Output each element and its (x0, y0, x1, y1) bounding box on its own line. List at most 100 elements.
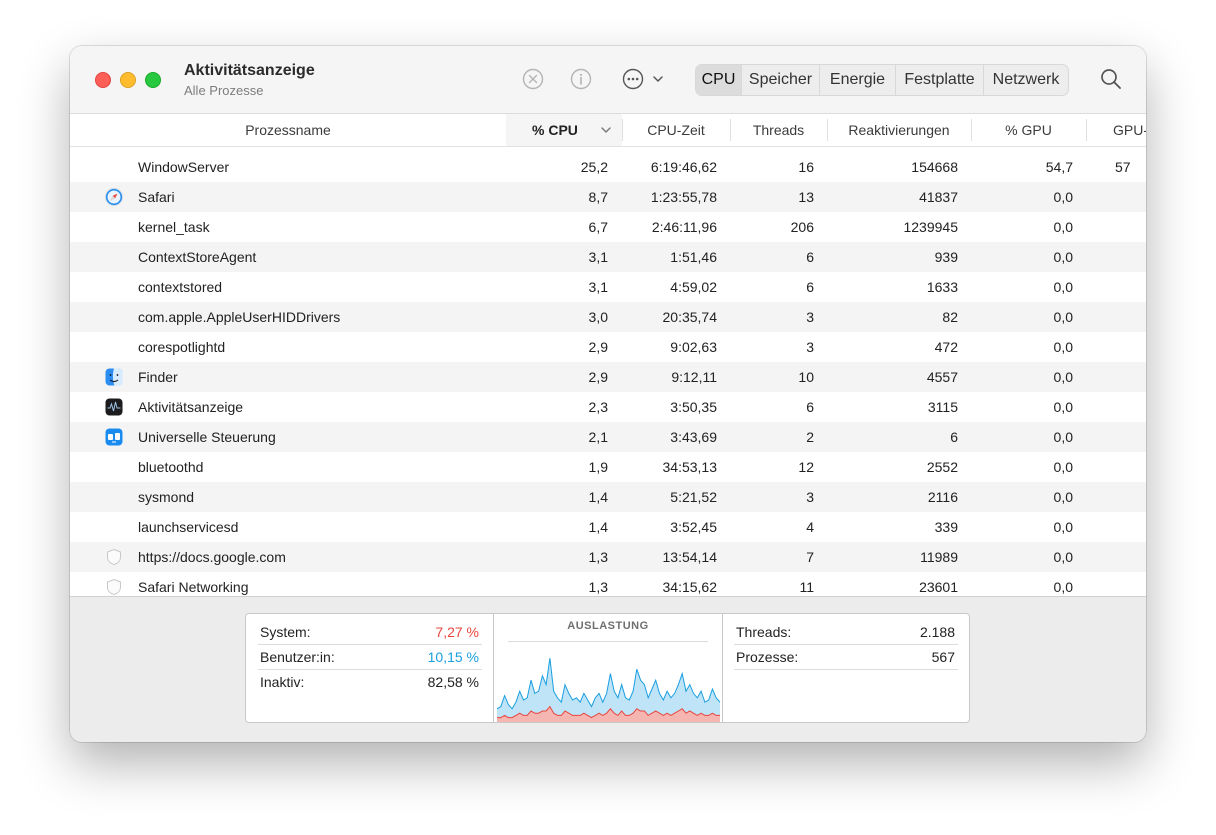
process-gpu: 0,0 (1053, 489, 1073, 505)
threads-value: 2.188 (919, 624, 955, 640)
process-name: sysmond (138, 489, 195, 505)
table-row[interactable]: https://docs.google.com 1,3 13:54,14 7 1… (70, 542, 1146, 572)
tab-cpu[interactable]: CPU (696, 65, 742, 95)
process-wakeups: 1633 (926, 279, 958, 295)
process-gpu: 0,0 (1053, 219, 1073, 235)
column-header: Prozessname % CPU CPU-Zeit Threads Reakt… (70, 114, 1146, 147)
process-cpu: 3,1 (588, 249, 608, 265)
process-threads: 6 (806, 249, 814, 265)
process-gpu: 0,0 (1053, 279, 1073, 295)
process-threads: 7 (806, 549, 814, 565)
column-wakeups[interactable]: Reaktivierungen (848, 122, 950, 138)
process-gpu: 0,0 (1053, 459, 1073, 475)
tab-festplatte[interactable]: Festplatte (896, 65, 984, 95)
process-cpu: 8,7 (588, 189, 608, 205)
table-row[interactable]: com.apple.AppleUserHIDDrivers 3,0 20:35,… (70, 302, 1146, 332)
processes-label: Prozesse: (736, 649, 799, 665)
user-load-line (496, 658, 721, 710)
table-row[interactable]: sysmond 1,4 5:21,52 3 2116 0,0 (70, 482, 1146, 512)
process-gpu: 0,0 (1053, 189, 1073, 205)
universal-control-icon (104, 427, 124, 447)
process-cpu-time: 4:59,02 (670, 279, 717, 295)
column-gpu-time[interactable]: GPU- (1113, 122, 1146, 138)
process-cpu: 6,7 (588, 219, 608, 235)
process-threads: 10 (798, 369, 814, 385)
process-cpu-time: 2:46:11,96 (651, 219, 717, 235)
process-wakeups: 339 (934, 519, 958, 535)
process-cpu: 1,9 (588, 459, 608, 475)
process-threads: 13 (798, 189, 814, 205)
table-row[interactable]: Safari 8,7 1:23:55,78 13 41837 0,0 (70, 182, 1146, 212)
process-threads: 6 (806, 279, 814, 295)
process-cpu: 3,1 (588, 279, 608, 295)
tab-energie[interactable]: Energie (820, 65, 896, 95)
view-tabs: CPU Speicher Energie Festplatte Netzwerk (695, 64, 1069, 96)
more-options-icon[interactable] (622, 68, 666, 90)
process-cpu-time: 1:51,46 (670, 249, 717, 265)
table-row[interactable]: Universelle Steuerung 2,1 3:43,69 2 6 0,… (70, 422, 1146, 452)
close-window-button[interactable] (95, 72, 111, 88)
table-row[interactable]: Finder 2,9 9:12,11 10 4557 0,0 (70, 362, 1146, 392)
process-wakeups: 41837 (919, 189, 958, 205)
table-row[interactable]: corespotlightd 2,9 9:02,63 3 472 0,0 (70, 332, 1146, 362)
process-cpu: 2,3 (588, 399, 608, 415)
user-label: Benutzer:in: (260, 649, 335, 665)
tab-netzwerk[interactable]: Netzwerk (992, 71, 1060, 88)
process-gpu: 0,0 (1053, 579, 1073, 595)
table-row[interactable]: Safari Networking 1,3 34:15,62 11 23601 … (70, 572, 1146, 596)
table-row[interactable]: bluetoothd 1,9 34:53,13 12 2552 0,0 (70, 452, 1146, 482)
process-wakeups: 2552 (926, 459, 958, 475)
web-content-shield-icon (104, 547, 124, 567)
process-cpu: 2,9 (588, 339, 608, 355)
load-chart: AUSLASTUNG (494, 614, 722, 722)
system-label: System: (260, 624, 311, 640)
idle-label: Inaktiv: (260, 674, 305, 690)
process-gpu-time: 57 (1115, 159, 1131, 175)
process-cpu-time: 34:15,62 (662, 579, 718, 595)
process-gpu: 0,0 (1053, 519, 1073, 535)
minimize-window-button[interactable] (120, 72, 136, 88)
column-gpu[interactable]: % GPU (1005, 122, 1052, 138)
table-row[interactable]: contextstored 3,1 4:59,02 6 1633 0,0 (70, 272, 1146, 302)
table-row[interactable]: WindowServer 25,2 6:19:46,62 16 154668 5… (70, 152, 1146, 182)
threads-label: Threads: (736, 624, 792, 640)
column-cpu-label: % CPU (532, 122, 578, 138)
user-load-area (497, 658, 720, 722)
process-cpu: 1,3 (588, 549, 608, 565)
processes-value: 567 (931, 649, 955, 665)
zoom-window-button[interactable] (145, 72, 161, 88)
process-gpu: 54,7 (1045, 159, 1073, 175)
tab-speicher[interactable]: Speicher (742, 65, 820, 95)
process-wakeups: 11989 (920, 549, 958, 565)
table-row[interactable]: launchservicesd 1,4 3:52,45 4 339 0,0 (70, 512, 1146, 542)
process-cpu: 2,1 (588, 429, 608, 445)
process-name: launchservicesd (138, 519, 239, 535)
table-row[interactable]: kernel_task 6,7 2:46:11,96 206 1239945 0… (70, 212, 1146, 242)
activity-monitor-window: Aktivitätsanzeige Alle Prozesse (70, 46, 1146, 742)
process-wakeups: 1239945 (903, 219, 958, 235)
process-cpu-time: 3:50,35 (670, 399, 717, 415)
process-cpu: 2,9 (588, 369, 608, 385)
column-threads[interactable]: Threads (752, 122, 805, 138)
process-wakeups: 2116 (927, 489, 958, 505)
process-wakeups: 939 (934, 249, 958, 265)
process-name: Aktivitätsanzeige (138, 399, 244, 415)
info-icon[interactable] (570, 68, 592, 90)
process-gpu: 0,0 (1053, 339, 1073, 355)
column-cpu[interactable]: % CPU (506, 114, 622, 146)
process-wakeups: 4557 (926, 369, 958, 385)
process-name: Finder (138, 369, 178, 385)
table-row[interactable]: ContextStoreAgent 3,1 1:51,46 6 939 0,0 (70, 242, 1146, 272)
system-value: 7,27 % (435, 624, 479, 640)
search-icon[interactable] (1100, 68, 1122, 90)
stop-process-icon[interactable] (522, 68, 544, 90)
process-threads: 206 (790, 219, 814, 235)
load-graph (496, 658, 721, 722)
process-cpu: 1,3 (588, 579, 608, 595)
column-process-name[interactable]: Prozessname (245, 122, 331, 138)
sort-descending-icon (601, 127, 611, 133)
process-cpu-time: 13:54,14 (662, 549, 718, 565)
process-wakeups: 23601 (919, 579, 958, 595)
table-row[interactable]: Aktivitätsanzeige 2,3 3:50,35 6 3115 0,0 (70, 392, 1146, 422)
column-cpu-time[interactable]: CPU-Zeit (647, 122, 705, 138)
